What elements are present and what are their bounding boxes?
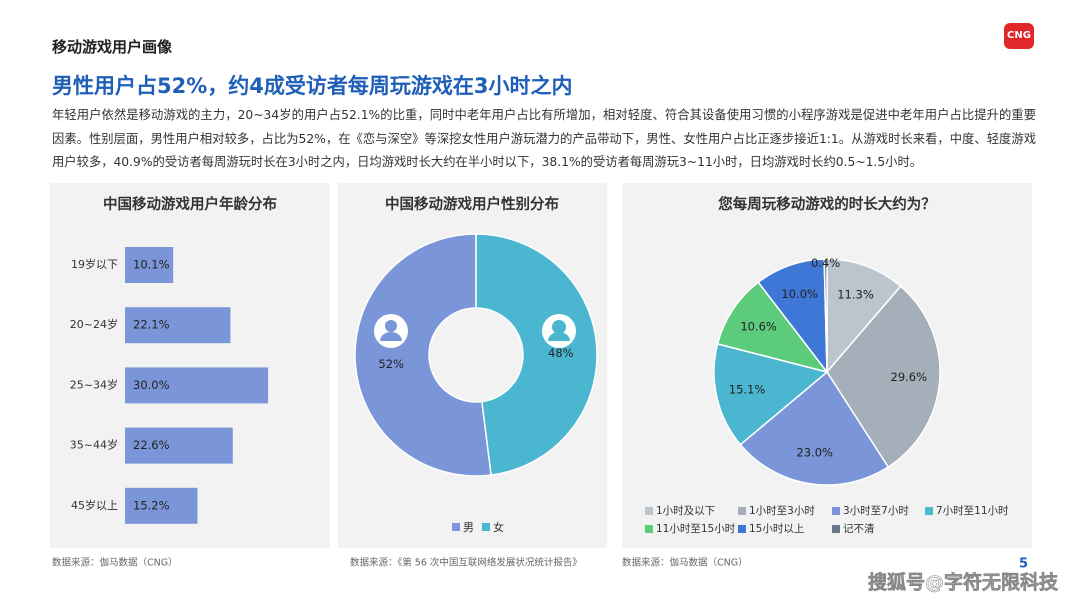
- legend-swatch: [832, 507, 840, 515]
- legend-swatch: [482, 523, 490, 531]
- legend-label: 1小时至3小时: [749, 505, 815, 517]
- paragraph: 年轻用户依然是移动游戏的主力，20~34岁的用户占52.1%的比重，同时中老年用…: [52, 108, 1036, 169]
- legend-label: 3小时至7小时: [843, 505, 909, 517]
- value-label: 11.3%: [837, 288, 874, 302]
- slice: [716, 281, 829, 374]
- value-label: 52%: [378, 357, 404, 371]
- bar: [125, 487, 198, 524]
- icon: [374, 314, 576, 348]
- value-label: 23.0%: [796, 446, 833, 460]
- logo: CNG: [1004, 23, 1034, 49]
- value-label: 10.1%: [133, 258, 170, 272]
- slice: [826, 258, 902, 375]
- category-label: 25~34岁: [70, 377, 118, 391]
- category-label: 45岁以上: [71, 498, 118, 512]
- source: 数据来源：伽马数据（CNG）: [52, 557, 178, 569]
- bar: [125, 247, 174, 283]
- legend-label: 男: [463, 521, 474, 534]
- bar: [125, 307, 231, 344]
- value-label: 22.1%: [133, 318, 170, 332]
- category-label: 19岁以下: [71, 257, 118, 271]
- chart-title: 中国移动游戏用户年龄分布: [103, 195, 277, 213]
- slice: [739, 370, 890, 486]
- bar: [125, 367, 269, 404]
- value-label: 10.0%: [781, 287, 818, 301]
- section-title: 移动游戏用户画像: [52, 38, 173, 56]
- panel: [50, 183, 330, 548]
- slice: [826, 285, 941, 469]
- legend-label: 7小时至11小时: [936, 505, 1009, 517]
- value-label: 30.0%: [133, 378, 170, 392]
- chart-title: 您每周玩移动游戏的时长大约为？: [718, 195, 936, 213]
- value-label: 10.6%: [740, 319, 777, 333]
- source: 数据来源：伽马数据（CNG）: [622, 557, 748, 569]
- legend-swatch: [832, 525, 840, 533]
- value-label: 0.4%: [811, 256, 840, 270]
- legend-swatch: [738, 525, 746, 533]
- legend-label: 15小时以上: [749, 523, 804, 535]
- watermark: 搜狐号@字符无限科技: [868, 571, 1059, 594]
- legend-swatch: [925, 507, 933, 515]
- source: 数据来源：《第 56 次中国互联网络发展状况统计报告》: [350, 557, 582, 569]
- chart-title: 中国移动游戏用户性别分布: [385, 195, 559, 213]
- page-number: 5: [1019, 557, 1028, 572]
- legend-swatch: [738, 507, 746, 515]
- legend-label: 女: [493, 520, 504, 534]
- value-label: 22.6%: [133, 438, 170, 452]
- legend-label: 记不清: [843, 522, 875, 535]
- value-label: 15.1%: [729, 383, 766, 397]
- legend-swatch: [645, 525, 653, 533]
- value-label: 48%: [548, 346, 574, 360]
- legend-label: 11小时至15小时: [656, 523, 736, 535]
- legend-label: 1小时及以下: [656, 505, 715, 517]
- slice: [475, 233, 598, 476]
- slice: [713, 342, 829, 446]
- category-label: 20~24岁: [70, 317, 118, 331]
- legend-swatch: [645, 507, 653, 515]
- category-label: 35~44岁: [70, 438, 118, 452]
- value-label: 15.2%: [133, 498, 170, 512]
- slice: [823, 258, 828, 373]
- bar: [125, 427, 233, 464]
- legend-swatch: [452, 523, 460, 531]
- slice: [757, 258, 828, 375]
- slice: [354, 233, 493, 477]
- value-label: 29.6%: [891, 370, 928, 384]
- headline: 男性用户占52%，约4成受访者每周玩游戏在3小时之内: [52, 74, 573, 98]
